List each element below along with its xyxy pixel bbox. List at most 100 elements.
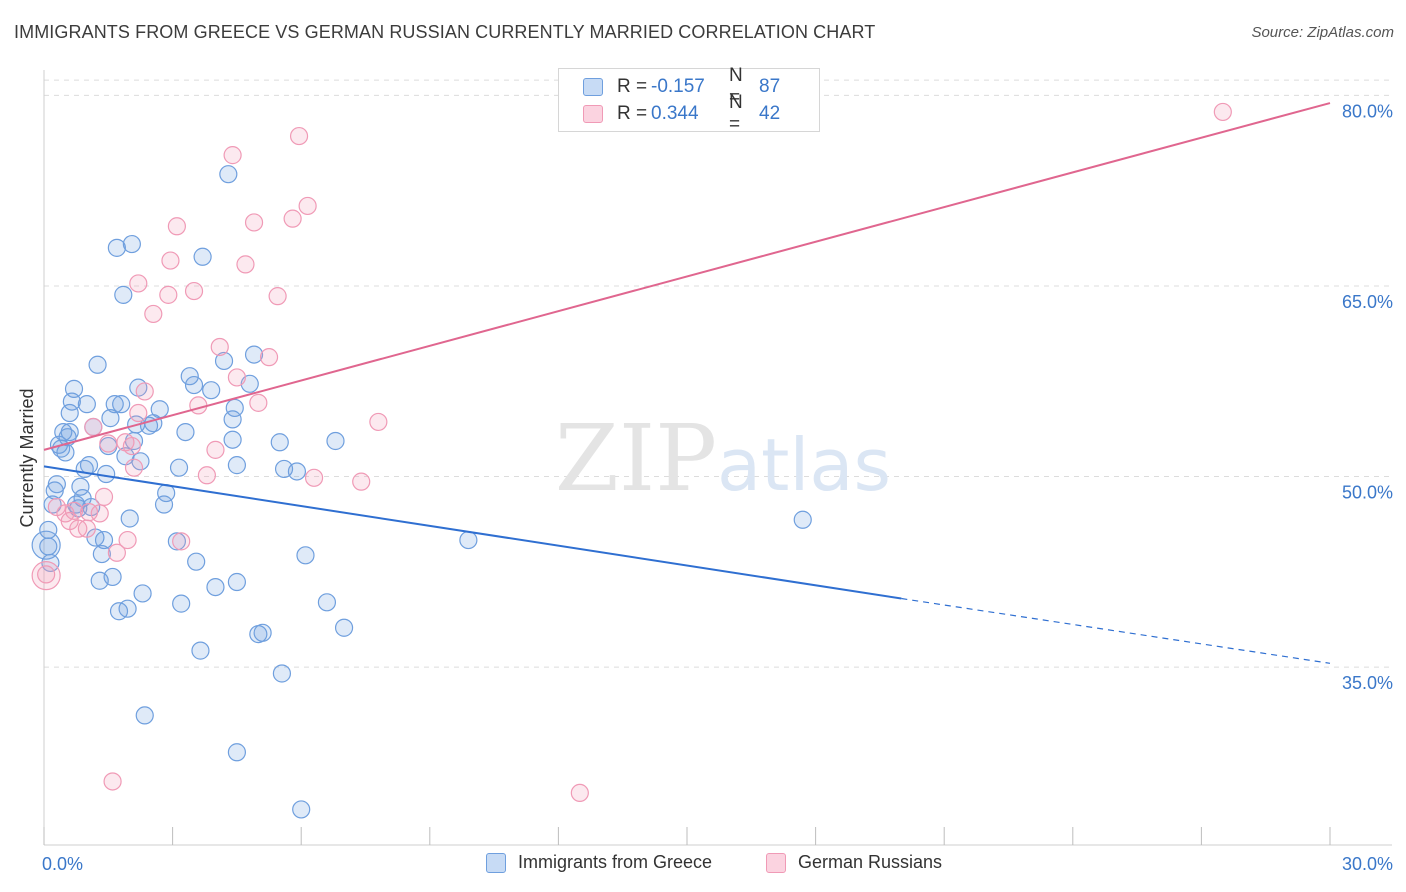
point-german-russians: [129, 274, 148, 293]
point-greece: [227, 456, 246, 475]
point-german-russians: [77, 519, 96, 538]
point-german-russians: [259, 348, 279, 367]
point-greece: [296, 546, 315, 565]
point-german-russians: [249, 393, 268, 412]
stats-legend: R = -0.157 N = 87 R = 0.344 N = 42: [558, 65, 820, 135]
point-german-russians: [227, 368, 246, 387]
point-greece: [105, 395, 124, 414]
watermark-atlas: atlas: [717, 423, 891, 507]
point-greece: [92, 544, 111, 564]
point-german-russians: [94, 487, 114, 506]
point-greece: [184, 375, 204, 395]
point-german-russians: [118, 530, 137, 550]
point-greece: [244, 345, 264, 364]
series-swatch-german-russians: [766, 852, 786, 873]
point-greece: [287, 462, 307, 481]
point-greece: [112, 395, 131, 414]
point-greece: [253, 623, 272, 642]
legend-r-value: -0.157: [651, 76, 705, 97]
watermark-zip: ZIP: [555, 405, 717, 512]
point-german-russians: [64, 501, 84, 520]
legend-n-value: 87: [759, 76, 781, 97]
point-greece: [292, 800, 311, 819]
point-greece: [219, 165, 238, 184]
point-german-russians: [103, 772, 122, 791]
point-greece: [64, 379, 84, 398]
point-greece: [39, 520, 58, 540]
point-greece: [60, 403, 79, 423]
series-legend-greece: Immigrants from Greece: [486, 852, 712, 873]
legend-r-label: R =: [617, 103, 648, 124]
point-german-russians: [161, 251, 180, 270]
point-german-russians: [244, 213, 264, 232]
point-german-russians: [159, 285, 178, 304]
point-greece: [180, 367, 199, 386]
point-greece: [326, 431, 345, 451]
trend-layer: [43, 102, 1331, 664]
point-greece: [31, 530, 61, 560]
point-greece: [223, 430, 242, 449]
point-greece: [167, 532, 186, 551]
point-greece: [118, 599, 137, 618]
trend-line-german-russians: [43, 102, 1331, 451]
point-german-russians: [124, 458, 144, 477]
point-german-russians: [268, 287, 287, 306]
point-greece: [88, 355, 107, 374]
point-greece: [227, 743, 246, 762]
legend-r-value: 0.344: [651, 103, 699, 124]
x-tick-label: 0.0%: [42, 854, 83, 874]
point-german-russians: [84, 417, 103, 437]
point-german-russians: [304, 468, 324, 487]
point-greece: [107, 238, 126, 257]
trend-line-greece-extension: [901, 597, 1331, 664]
tick-labels: 35.0% 50.0% 65.0% 80.0% 0.0% 30.0% Currently M…: [17, 101, 1393, 874]
point-greece: [122, 234, 141, 254]
y-tick-label: 65.0%: [1342, 292, 1393, 312]
point-german-russians: [107, 543, 126, 562]
point-greece: [176, 422, 195, 442]
point-german-russians: [31, 561, 61, 591]
y-axis-label: Currently Married: [17, 388, 37, 527]
point-german-russians: [184, 281, 204, 301]
point-greece: [77, 395, 96, 414]
y-tick-label: 50.0%: [1342, 483, 1393, 503]
point-greece: [270, 433, 289, 452]
point-german-russians: [210, 337, 229, 357]
point-greece: [154, 495, 174, 514]
point-greece: [317, 593, 337, 612]
point-greece: [135, 706, 154, 725]
point-german-russians: [206, 440, 225, 459]
point-german-russians: [223, 146, 242, 165]
point-greece: [103, 567, 122, 587]
source-label: Source: ZipAtlas.com: [1251, 24, 1394, 41]
legend-row-greece: R = -0.157 N = 87: [583, 65, 781, 108]
point-greece: [214, 351, 234, 371]
point-german-russians: [369, 412, 388, 432]
point-greece: [169, 458, 189, 477]
y-tick-label: 35.0%: [1342, 673, 1393, 693]
points-layer: [31, 102, 1232, 819]
point-greece: [206, 577, 225, 597]
series-label-greece: Immigrants from Greece: [518, 852, 713, 872]
point-greece: [54, 422, 73, 442]
point-german-russians: [129, 403, 148, 423]
point-greece: [223, 410, 242, 429]
legend-n-label: N =: [729, 65, 743, 108]
point-german-russians: [289, 126, 309, 146]
y-tick-label: 80.0%: [1342, 101, 1393, 121]
point-greece: [272, 664, 292, 683]
legend-swatch-greece: [583, 78, 603, 96]
watermark: ZIP atlas: [555, 405, 891, 512]
point-greece: [150, 400, 169, 419]
point-greece: [793, 510, 812, 529]
point-greece: [172, 594, 191, 613]
point-greece: [133, 584, 152, 603]
point-german-russians: [570, 783, 589, 803]
point-german-russians: [99, 434, 118, 453]
legend-n-value: 42: [759, 103, 781, 124]
trend-line-greece: [43, 465, 902, 600]
point-german-russians: [172, 532, 191, 551]
point-german-russians: [236, 255, 255, 274]
point-greece: [94, 530, 114, 550]
axis-layer: [43, 70, 1392, 846]
